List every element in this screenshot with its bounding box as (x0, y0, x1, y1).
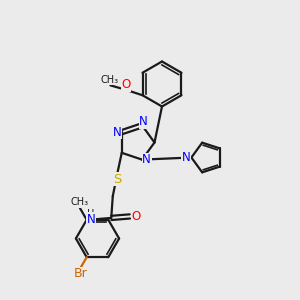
Text: CH₃: CH₃ (71, 197, 89, 207)
Text: O: O (131, 210, 140, 223)
Text: O: O (122, 78, 130, 91)
Text: S: S (113, 173, 122, 186)
Text: CH₃: CH₃ (101, 75, 119, 85)
Text: Br: Br (74, 267, 88, 280)
Text: N: N (86, 213, 95, 226)
Text: N: N (139, 115, 148, 128)
Text: N: N (113, 126, 122, 139)
Text: H: H (87, 209, 94, 219)
Text: N: N (182, 151, 190, 164)
Text: N: N (142, 153, 151, 166)
